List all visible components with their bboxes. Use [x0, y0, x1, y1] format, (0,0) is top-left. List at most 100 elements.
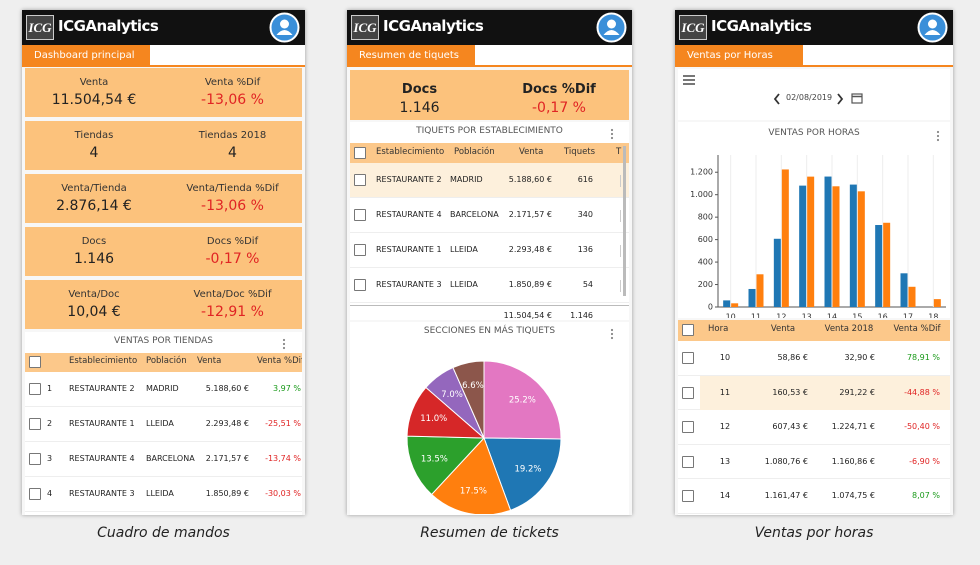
pie-slice — [406, 435, 486, 496]
kpi-dif-value: -13,06 % — [201, 92, 264, 108]
bar — [781, 169, 789, 307]
row-checkbox[interactable] — [354, 209, 366, 221]
menu-dots — [610, 328, 614, 340]
table-cell: 3,97 % — [273, 384, 301, 393]
slice-label: 11.0% — [420, 414, 447, 424]
dot — [610, 328, 614, 332]
row-checkbox[interactable] — [682, 352, 694, 364]
table-cell: 136 — [577, 245, 593, 254]
table-row: 12 607,43 € 1.224,71 € -50,40 % — [678, 410, 950, 445]
tab[interactable]: Resumen de tiquets — [347, 45, 475, 67]
column-header[interactable]: Venta %Dif — [257, 356, 302, 366]
row-checkbox[interactable] — [682, 386, 694, 399]
table-cell-clipped — [620, 210, 629, 222]
select-all-checkbox[interactable] — [682, 324, 694, 336]
table-title: VENTAS POR TIENDAS — [114, 336, 213, 346]
toolbar: 02/08/2019 — [678, 69, 950, 120]
column-header[interactable]: Venta — [197, 356, 222, 366]
total-cell: 1.146 — [570, 311, 593, 320]
table-header: Establecimiento Población Venta Venta %Dif — [25, 353, 302, 372]
tab[interactable]: Ventas por Horas — [675, 45, 803, 67]
column-header[interactable]: Hora — [708, 324, 729, 334]
next-date[interactable] — [836, 93, 844, 105]
avatar-body — [603, 30, 620, 35]
kpi-dif-label: Docs %Dif — [522, 82, 596, 97]
select-all-checkbox[interactable] — [29, 356, 41, 368]
app-header: ICG ICGAnalytics — [22, 10, 305, 45]
kpi-dif-label: Tiendas 2018 — [198, 130, 267, 141]
phone-screen: ICG ICGAnalytics Ventas por Horas 02/08/201… — [675, 10, 953, 515]
table-cell: 1.224,71 € — [831, 422, 875, 432]
date[interactable]: 02/08/2019 — [786, 93, 833, 102]
tab[interactable]: Dashboard principal — [22, 45, 150, 67]
table-cell: 340 — [577, 210, 593, 219]
kpi-card: Venta/Tienda 2.876,14 € Venta/Tienda %Dif -… — [25, 174, 302, 223]
row-checkbox[interactable] — [354, 174, 366, 186]
table-cell: 54 — [582, 280, 593, 289]
table-cell: 2.171,57 € — [205, 454, 249, 463]
dot — [936, 134, 940, 138]
column-header[interactable]: Población — [454, 147, 495, 157]
row-checkbox[interactable] — [682, 490, 694, 503]
column-header[interactable]: Venta 2018 — [824, 324, 874, 334]
row-checkbox[interactable] — [682, 421, 694, 434]
table-cell: 2.171,57 € — [508, 210, 552, 219]
app-header: ICG ICGAnalytics — [675, 10, 953, 45]
column-header[interactable]: Población — [146, 356, 187, 366]
table-row: 13 1.080,76 € 1.160,86 € -6,90 % — [678, 445, 950, 480]
column-header[interactable]: Venta — [519, 147, 544, 157]
avatar-body — [276, 30, 293, 35]
column-header[interactable]: Venta %Dif — [893, 324, 941, 334]
y-tick-label: 800 — [698, 213, 713, 222]
brand-name: ICGAnalytics — [711, 17, 812, 35]
table-row: RESTAURANTE 3 LLEIDA 1.850,89 € 54 — [350, 268, 629, 303]
row-checkbox[interactable] — [29, 418, 41, 430]
prev-date[interactable] — [773, 93, 781, 105]
logo: ICG — [679, 15, 707, 40]
kpi-card: Venta/Doc 10,04 € Venta/Doc %Dif -12,91 % — [25, 280, 302, 329]
column-header[interactable]: T — [616, 147, 622, 157]
table-cell: 13 — [719, 456, 731, 466]
table-row: 3 RESTAURANTE 4 BARCELONA 2.171,57 € -13,74 … — [25, 442, 302, 477]
kpi-value: 1.146 — [73, 251, 115, 267]
kpi-label: Docs — [401, 82, 438, 97]
bar — [933, 299, 941, 307]
x-tick-label: 13 — [802, 313, 812, 319]
column-header[interactable]: Establecimiento — [376, 147, 445, 157]
kpi-value: 11.504,54 € — [51, 92, 137, 108]
dot — [936, 138, 940, 142]
row-checkbox[interactable] — [29, 453, 41, 465]
calendar-icon[interactable] — [851, 92, 863, 104]
caption: Ventas por horas — [754, 525, 874, 541]
row-checkbox[interactable] — [29, 488, 41, 500]
row-checkbox[interactable] — [682, 455, 694, 468]
table-row: 11 160,53 € 291,22 € -44,88 % — [678, 375, 950, 411]
kpi-card: Venta 11.504,54 € Venta %Dif -13,06 % — [25, 68, 302, 117]
kpi-dif-label: Venta %Dif — [204, 77, 261, 88]
column-header[interactable]: Tiquets — [564, 147, 596, 157]
total-row: 11.504,54 € 1.146 — [350, 305, 629, 320]
column-header[interactable]: Establecimiento — [69, 356, 138, 366]
table-cell: MADRID — [450, 175, 483, 184]
row-checkbox[interactable] — [354, 279, 366, 291]
bar — [773, 238, 781, 307]
brand-name: ICGAnalytics — [58, 17, 159, 35]
pie-slice — [483, 360, 562, 440]
arrow — [773, 93, 780, 105]
menu-icon — [683, 75, 695, 85]
table-header: Hora Venta Venta 2018 Venta %Dif — [678, 320, 950, 341]
table-cell: LLEIDA — [146, 489, 174, 498]
kpi-dif-label: Venta/Doc %Dif — [193, 289, 272, 300]
select-all-checkbox[interactable] — [354, 147, 366, 159]
dot — [936, 130, 940, 134]
table-cell: 10 — [719, 353, 731, 362]
table-cell: RESTAURANTE 4 — [69, 454, 135, 463]
x-tick-label: 11 — [751, 313, 761, 319]
table-cell: -50,40 % — [904, 422, 940, 432]
table-cell-clipped — [620, 175, 629, 187]
table-cell: RESTAURANTE 3 — [376, 280, 442, 289]
dot — [610, 136, 614, 140]
column-header[interactable]: Venta — [770, 324, 796, 334]
row-checkbox[interactable] — [29, 383, 41, 395]
row-checkbox[interactable] — [354, 244, 366, 256]
